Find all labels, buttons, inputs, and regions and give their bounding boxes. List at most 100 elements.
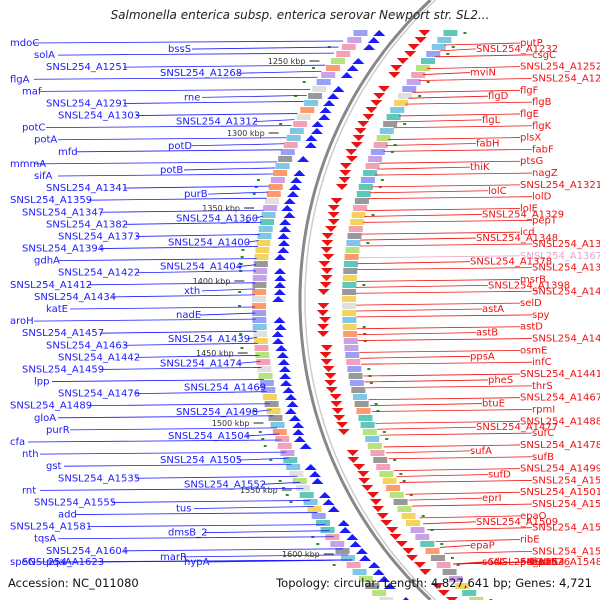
cds-box-left xyxy=(331,58,346,64)
label-connector xyxy=(75,149,282,153)
gene-label: osmE xyxy=(520,345,547,356)
gene-label: mviN xyxy=(470,68,496,79)
cds-box-right xyxy=(406,79,421,85)
gene-label: SNSL254_A1560 xyxy=(532,523,600,534)
gene-label: SNSL254_A1509 xyxy=(476,517,558,528)
gene-label: thrS xyxy=(532,381,553,392)
cds-box-left xyxy=(259,380,274,386)
reverse-strand-arrow xyxy=(373,93,386,99)
forward-strand-arrow xyxy=(286,191,299,197)
label-connector xyxy=(356,302,521,306)
forward-strand-arrow xyxy=(293,436,306,442)
reverse-strand-arrow xyxy=(362,114,375,120)
gene-label: fabH xyxy=(476,138,500,149)
cds-box-right xyxy=(367,443,382,449)
gene-label: sufD xyxy=(488,470,511,481)
forward-strand-arrow xyxy=(279,226,292,232)
cds-box-right xyxy=(397,506,412,512)
forward-strand-arrow xyxy=(279,373,292,379)
label-connector xyxy=(99,209,264,213)
label-connector xyxy=(439,545,471,548)
cds-box-left xyxy=(253,268,268,274)
forward-strand-arrow xyxy=(281,205,294,211)
forward-strand-arrow xyxy=(368,562,381,568)
label-connector xyxy=(405,491,521,495)
label-connector xyxy=(253,119,295,122)
forward-strand-arrow xyxy=(327,506,340,512)
gene-label: rnt xyxy=(22,485,36,496)
kbp-tick-label: 1500 kbp xyxy=(212,419,250,428)
cds-box-left xyxy=(255,247,270,253)
cds-box-right xyxy=(386,485,401,491)
forward-strand-arrow xyxy=(292,429,305,435)
cds-box-right xyxy=(382,478,397,484)
cds-box-left xyxy=(252,282,267,288)
label-connector xyxy=(364,379,489,383)
label-connector xyxy=(207,191,269,195)
cds-box-right xyxy=(349,380,364,386)
gene-label: ribE xyxy=(520,535,540,546)
reverse-strand-arrow xyxy=(357,471,370,477)
label-connector xyxy=(27,439,282,443)
label-connector xyxy=(368,196,533,200)
forward-strand-arrow xyxy=(283,212,296,218)
cds-box-left xyxy=(283,142,298,148)
label-connector xyxy=(388,137,521,140)
gene-label: ppsA xyxy=(470,351,495,362)
label-connector xyxy=(359,349,521,353)
cds-box-right xyxy=(365,436,380,442)
cds-box-left xyxy=(252,275,267,281)
forward-strand-arrow xyxy=(290,177,303,183)
cds-box-right xyxy=(342,317,357,323)
gc-mark xyxy=(362,326,366,328)
label-connector xyxy=(361,361,533,365)
reverse-strand-arrow xyxy=(327,212,340,218)
gc-mark xyxy=(241,249,245,251)
label-connector xyxy=(412,503,533,507)
kbp-tick-label: 1600 kbp xyxy=(282,550,320,559)
label-connector xyxy=(359,243,533,247)
reverse-strand-arrow xyxy=(407,44,420,50)
label-connector xyxy=(363,373,521,377)
label-connector xyxy=(361,231,521,235)
cds-box-right xyxy=(383,121,398,127)
reverse-strand-arrow xyxy=(316,310,329,316)
label-connector xyxy=(123,548,344,552)
label-connector xyxy=(375,172,533,176)
gene-label: aroH xyxy=(10,316,34,327)
cds-box-right xyxy=(362,429,377,435)
cds-box-left xyxy=(268,415,283,421)
forward-strand-arrow xyxy=(346,65,359,71)
forward-strand-arrow xyxy=(273,282,286,288)
label-connector xyxy=(111,500,311,503)
gene-label: SNSL254_A1457 xyxy=(22,328,104,339)
reverse-strand-arrow xyxy=(321,233,334,239)
cds-box-left xyxy=(278,156,293,162)
reverse-strand-arrow xyxy=(431,583,444,589)
reverse-strand-arrow xyxy=(358,478,371,484)
gene-label: plsX xyxy=(520,133,541,144)
gene-label: SNSL254_A1378 xyxy=(470,257,552,268)
forward-strand-arrow xyxy=(275,345,288,351)
cds-box-right xyxy=(443,30,458,36)
forward-strand-arrow xyxy=(304,464,317,470)
gene-label: SNSL254_A1303 xyxy=(58,111,140,122)
cds-box-right xyxy=(343,268,358,274)
forward-strand-arrow xyxy=(274,254,287,260)
label-connector xyxy=(99,246,258,249)
cds-box-left xyxy=(258,226,273,232)
gene-label: SNSL254_A1321 xyxy=(520,180,600,191)
label-connector xyxy=(411,89,521,93)
forward-strand-arrow xyxy=(273,268,286,274)
reverse-strand-arrow xyxy=(354,128,367,134)
gene-label: ptsG xyxy=(520,156,543,167)
label-connector xyxy=(111,294,256,298)
gc-mark xyxy=(450,557,454,559)
feature-track-layer xyxy=(238,30,493,600)
cds-box-right xyxy=(376,464,391,470)
cds-box-right xyxy=(425,548,440,554)
reverse-strand-arrow xyxy=(318,317,331,323)
cds-box-left xyxy=(292,478,307,484)
forward-strand-arrow xyxy=(310,128,323,134)
forward-strand-arrow xyxy=(309,471,322,477)
